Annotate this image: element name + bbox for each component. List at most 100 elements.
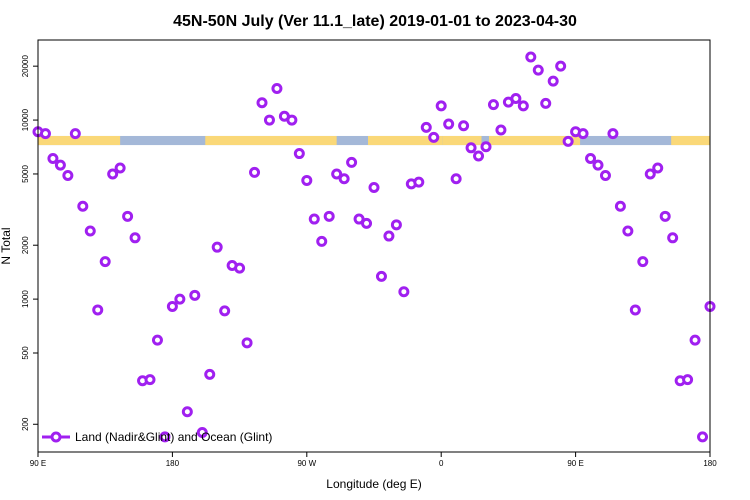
data-point: [428, 131, 440, 143]
data-point: [338, 173, 350, 185]
y-tick-label: 20000: [21, 54, 30, 77]
legend-marker: [50, 431, 62, 443]
data-point: [331, 168, 343, 180]
data-point: [301, 174, 313, 186]
data-point: [308, 213, 320, 225]
data-point: [189, 289, 201, 301]
data-point: [47, 153, 59, 165]
data-point: [555, 60, 567, 72]
data-point: [659, 210, 671, 222]
data-point: [69, 128, 81, 140]
y-tick-label: 500: [21, 346, 30, 360]
data-point: [196, 426, 208, 438]
data-point: [271, 83, 283, 95]
x-tick-label: 180: [703, 459, 717, 468]
data-point: [263, 114, 275, 126]
data-point: [599, 170, 611, 182]
data-point: [107, 168, 119, 180]
x-tick-label: 0: [439, 459, 444, 468]
data-point: [540, 97, 552, 109]
data-point: [450, 173, 462, 185]
data-point: [249, 166, 261, 178]
data-point: [435, 100, 447, 112]
chart-title: 45N-50N July (Ver 11.1_late) 2019-01-01 …: [173, 13, 577, 30]
y-axis: 200 500 1000 2000 5000 10000 20000: [21, 54, 38, 431]
data-point: [383, 230, 395, 242]
land-band: [368, 135, 443, 146]
data-point: [181, 406, 193, 418]
data-point: [420, 121, 432, 133]
data-point: [644, 168, 656, 180]
x-axis: 90 E 180 90 W 0 90 E 180: [30, 452, 717, 468]
data-point: [211, 241, 223, 253]
data-point: [495, 124, 507, 136]
data-point: [204, 368, 216, 380]
data-point: [614, 200, 626, 212]
data-point: [241, 337, 253, 349]
y-tick-label: 5000: [21, 165, 30, 183]
data-point: [174, 293, 186, 305]
data-point: [114, 162, 126, 174]
data-point: [361, 217, 373, 229]
data-point: [465, 142, 477, 154]
y-tick-label: 200: [21, 417, 30, 431]
data-point: [547, 75, 559, 87]
data-point: [54, 159, 66, 171]
data-point: [480, 141, 492, 153]
data-point: [667, 232, 679, 244]
data-point: [697, 431, 709, 443]
data-point: [144, 374, 156, 386]
y-tick-label: 1000: [21, 290, 30, 308]
data-point: [487, 99, 499, 111]
data-point: [682, 374, 694, 386]
land-band: [671, 135, 710, 146]
land-band: [442, 135, 482, 146]
data-point: [166, 300, 178, 312]
data-point: [368, 182, 380, 194]
data-point: [346, 156, 358, 168]
data-point: [413, 176, 425, 188]
data-point: [458, 120, 470, 132]
data-point: [577, 128, 589, 140]
data-point: [77, 200, 89, 212]
land-band: [205, 135, 337, 146]
data-point: [293, 148, 305, 160]
data-point: [353, 213, 365, 225]
data-point: [443, 118, 455, 130]
data-point: [525, 51, 537, 63]
data-point: [39, 128, 51, 140]
data-point: [517, 100, 529, 112]
x-tick-label: 90 W: [297, 459, 316, 468]
data-point: [62, 170, 74, 182]
data-point: [562, 135, 574, 147]
data-point: [532, 64, 544, 76]
data-point: [652, 162, 664, 174]
data-point: [637, 256, 649, 268]
land-band: [38, 135, 121, 146]
data-point: [390, 219, 402, 231]
data-point: [689, 334, 701, 346]
legend: Land (Nadir&Glint) and Ocean (Glint): [42, 430, 272, 444]
data-point: [473, 150, 485, 162]
surface-strip: [38, 135, 710, 146]
data-point: [256, 97, 268, 109]
data-point: [286, 114, 298, 126]
data-points: [32, 51, 716, 443]
data-point: [84, 225, 96, 237]
data-point: [234, 262, 246, 274]
data-point: [159, 431, 171, 443]
data-point: [219, 305, 231, 317]
plot-frame: [37, 39, 711, 453]
data-point: [323, 210, 335, 222]
data-point: [592, 159, 604, 171]
x-axis-label: Longitude (deg E): [326, 477, 421, 491]
data-point: [129, 232, 141, 244]
data-point: [92, 304, 104, 316]
data-point: [585, 153, 597, 165]
y-tick-label: 2000: [21, 236, 30, 254]
data-point: [607, 128, 619, 140]
y-tick-label: 10000: [21, 108, 30, 131]
data-point: [151, 334, 163, 346]
data-point: [398, 286, 410, 298]
